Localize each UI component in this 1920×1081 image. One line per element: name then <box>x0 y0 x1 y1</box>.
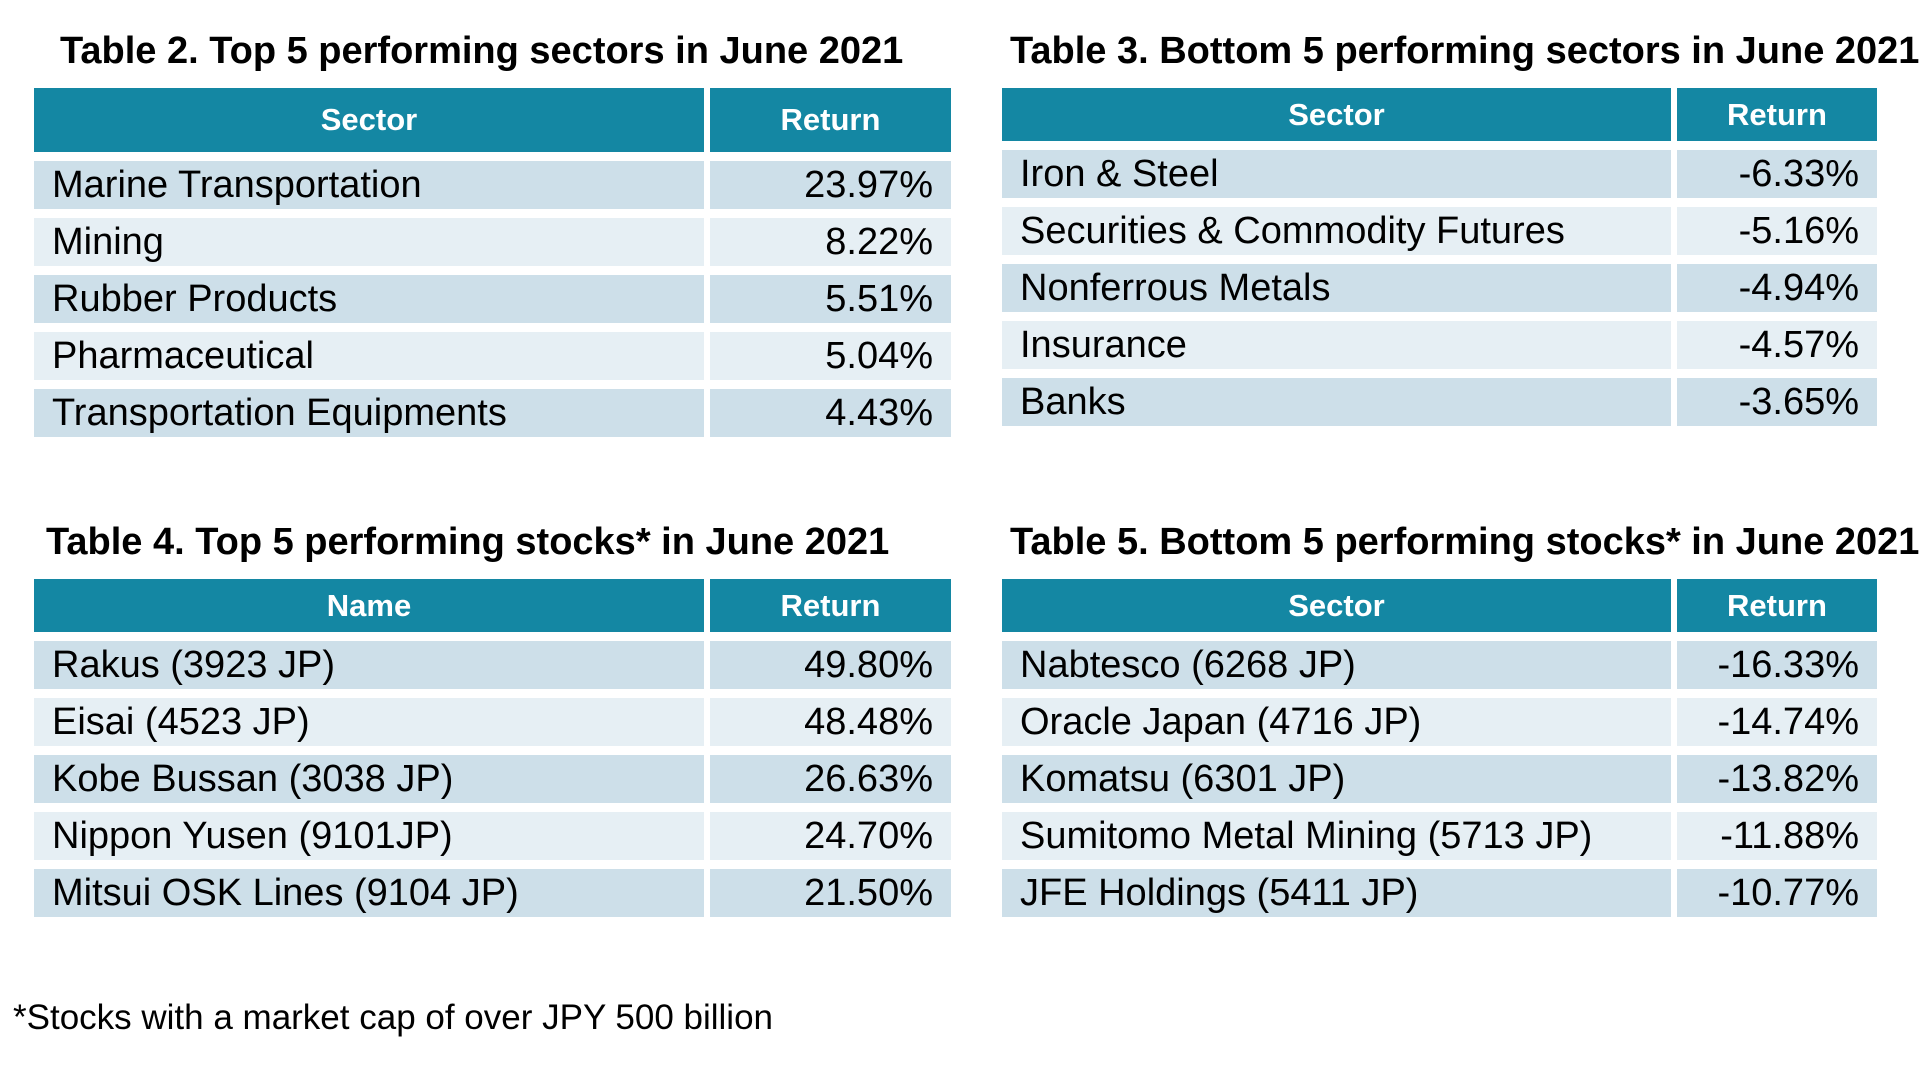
table-row-value: -3.65% <box>1677 378 1877 426</box>
table-row-value: 23.97% <box>710 161 951 209</box>
table5-header-return: Return <box>1677 579 1877 632</box>
table-row-label: Nippon Yusen (9101JP) <box>34 812 704 860</box>
table-row-value: -4.94% <box>1677 264 1877 312</box>
table-row-value: 26.63% <box>710 755 951 803</box>
table-row-label: Pharmaceutical <box>34 332 704 380</box>
table2-header-sector: Sector <box>34 88 704 152</box>
table-row-label: Nonferrous Metals <box>1002 264 1671 312</box>
table-row-label: Marine Transportation <box>34 161 704 209</box>
table-row-label: Iron & Steel <box>1002 150 1671 198</box>
table-row-label: Rakus (3923 JP) <box>34 641 704 689</box>
table2-title: Table 2. Top 5 performing sectors in Jun… <box>60 30 904 72</box>
table-row-label: Insurance <box>1002 321 1671 369</box>
table-row-label: Nabtesco (6268 JP) <box>1002 641 1671 689</box>
table-row-label: Transportation Equipments <box>34 389 704 437</box>
table-row-value: 8.22% <box>710 218 951 266</box>
table-row-value: 5.51% <box>710 275 951 323</box>
table-row-value: -13.82% <box>1677 755 1877 803</box>
table-row-value: 5.04% <box>710 332 951 380</box>
table5-bottom5-stocks: Sector Return Nabtesco (6268 JP) -16.33%… <box>1002 579 1877 917</box>
table3-title: Table 3. Bottom 5 performing sectors in … <box>1010 30 1920 72</box>
table-row-value: 24.70% <box>710 812 951 860</box>
table-row-value: 4.43% <box>710 389 951 437</box>
table-row-value: -16.33% <box>1677 641 1877 689</box>
table-row-label: Securities & Commodity Futures <box>1002 207 1671 255</box>
table5-title: Table 5. Bottom 5 performing stocks* in … <box>1010 521 1920 563</box>
table-row-label: Mitsui OSK Lines (9104 JP) <box>34 869 704 917</box>
table-row-value: -6.33% <box>1677 150 1877 198</box>
table-row-value: -10.77% <box>1677 869 1877 917</box>
table5-header-sector: Sector <box>1002 579 1671 632</box>
table3-bottom5-sectors: Sector Return Iron & Steel -6.33% Securi… <box>1002 88 1877 426</box>
table-row-value: -5.16% <box>1677 207 1877 255</box>
table-row-label: Sumitomo Metal Mining (5713 JP) <box>1002 812 1671 860</box>
table-row-value: -4.57% <box>1677 321 1877 369</box>
table2-top5-sectors: Sector Return Marine Transportation 23.9… <box>34 88 951 437</box>
table2-header-return: Return <box>710 88 951 152</box>
table-row-label: Mining <box>34 218 704 266</box>
table-row-label: Kobe Bussan (3038 JP) <box>34 755 704 803</box>
table-row-label: Rubber Products <box>34 275 704 323</box>
table-row-value: -14.74% <box>1677 698 1877 746</box>
table-row-value: 48.48% <box>710 698 951 746</box>
table-row-label: Komatsu (6301 JP) <box>1002 755 1671 803</box>
table-row-label: Oracle Japan (4716 JP) <box>1002 698 1671 746</box>
table-row-label: Banks <box>1002 378 1671 426</box>
table3-header-return: Return <box>1677 88 1877 141</box>
table3-header-sector: Sector <box>1002 88 1671 141</box>
table4-title: Table 4. Top 5 performing stocks* in Jun… <box>46 521 890 563</box>
table4-header-return: Return <box>710 579 951 632</box>
table-row-value: 49.80% <box>710 641 951 689</box>
table-row-value: 21.50% <box>710 869 951 917</box>
footnote: *Stocks with a market cap of over JPY 50… <box>13 998 774 1037</box>
table4-top5-stocks: Name Return Rakus (3923 JP) 49.80% Eisai… <box>34 579 951 917</box>
table4-header-name: Name <box>34 579 704 632</box>
table-row-label: Eisai (4523 JP) <box>34 698 704 746</box>
table-row-value: -11.88% <box>1677 812 1877 860</box>
table-row-label: JFE Holdings (5411 JP) <box>1002 869 1671 917</box>
